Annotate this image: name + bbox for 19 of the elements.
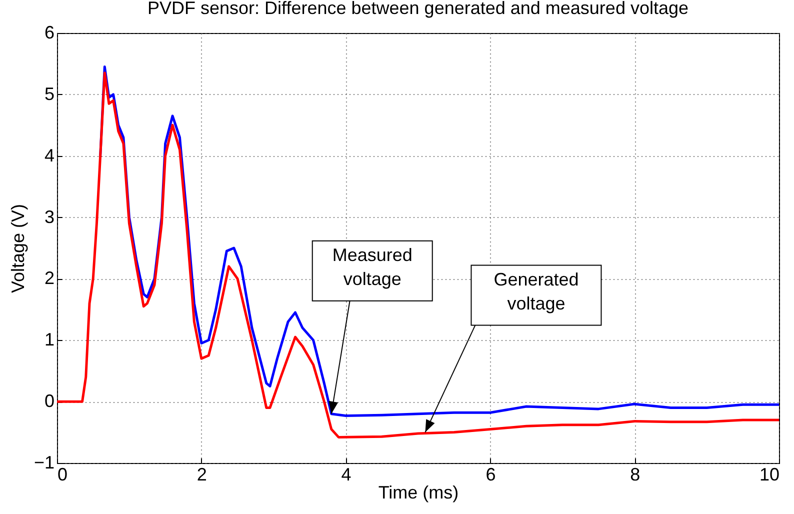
y-tick-label: 6 (44, 22, 54, 42)
annotation: Measured voltage (332, 244, 412, 289)
y-tick-label: 5 (44, 84, 54, 104)
y-tick-label: 4 (44, 145, 54, 166)
x-tick-label: 2 (196, 464, 207, 484)
y-tick-label: 2 (44, 268, 54, 288)
y-tick-label: 3 (44, 206, 54, 227)
y-tick-label: −1 (34, 452, 54, 472)
annotation: Generated voltage (494, 269, 579, 314)
x-tick-label: 4 (341, 464, 352, 484)
y-tick-label: 0 (44, 391, 54, 412)
y-axis-title: Voltage (V) (8, 204, 28, 294)
x-tick-label: 0 (58, 464, 68, 484)
x-tick-label: 8 (630, 464, 640, 484)
x-tick-label: 6 (486, 464, 496, 484)
chart-title: PVDF sensor: Difference between generated and measured voltage (148, 0, 688, 18)
y-tick-label: 1 (44, 330, 54, 350)
x-tick-label: 10 (759, 464, 780, 484)
x-axis-title: Time (ms) (378, 482, 459, 502)
